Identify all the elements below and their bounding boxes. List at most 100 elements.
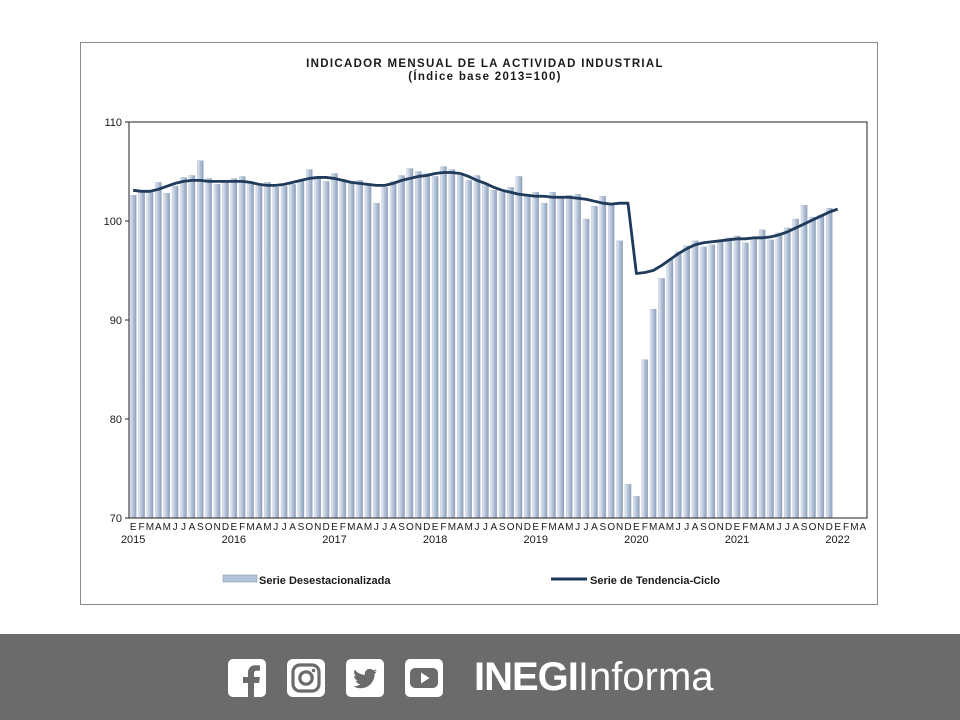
bar [540,203,548,519]
x-month-label: M [548,522,556,533]
x-month-label: E [834,522,841,533]
bars-layer [129,160,833,519]
bar [817,214,825,519]
bar [230,178,238,519]
bar [758,229,766,519]
bar [775,232,783,519]
bar [607,204,615,519]
x-month-label: F [541,522,547,533]
legend: Serie Desestacionalizada Serie de Tenden… [222,574,720,587]
bar [440,166,447,519]
bar [398,175,405,519]
x-month-label: J [475,522,480,533]
x-month-label: A [289,522,296,533]
x-year-label: 2018 [423,534,447,546]
x-year-label: 2019 [523,534,547,546]
bar [716,240,724,519]
chart-title: INDICADOR MENSUAL DE LA ACTIVIDAD INDUST… [306,58,664,70]
bar [549,192,556,519]
legend-label-bars: Serie Desestacionalizada [259,575,391,587]
bar [742,242,749,519]
bar [331,173,338,519]
x-month-label: J [776,522,781,533]
bar [691,240,699,519]
bar [197,160,204,519]
instagram-icon[interactable] [287,659,325,697]
bar [557,197,565,519]
x-month-label: F [742,522,748,533]
x-month-label: J [575,522,580,533]
bar [507,187,514,519]
x-month-label: S [197,522,204,533]
x-month-label: J [382,522,387,533]
bar [272,187,280,519]
bar [415,171,422,519]
x-month-label: S [700,522,707,533]
x-month-label: O [406,522,414,533]
x-month-label: A [457,522,464,533]
bar [700,246,707,519]
bar [406,168,414,519]
trend-line [133,171,839,275]
bar [373,203,380,519]
bar [222,181,229,519]
bar [423,173,430,519]
bar [247,183,254,519]
y-tick-label: 100 [104,216,122,228]
facebook-icon[interactable] [228,659,266,697]
x-month-label: A [390,522,397,533]
bar [146,192,154,519]
x-month-label: E [532,522,539,533]
bar [725,237,732,519]
x-month-label: E [633,522,640,533]
bar [155,182,162,519]
twitter-icon[interactable] [346,659,384,697]
chart: INDICADOR MENSUAL DE LA ACTIVIDAD INDUST… [104,58,868,587]
inegi-informa-logo[interactable]: INEGIInforma [474,654,714,700]
x-month-label: O [708,522,716,533]
x-month-label: M [649,522,657,533]
x-month-label: E [432,522,439,533]
bar [809,216,816,519]
bar [238,176,246,519]
bar [364,185,372,519]
x-month-label: A [189,522,196,533]
x-month-label: E [331,522,338,533]
bar [431,176,439,519]
x-month-label: J [273,522,278,533]
x-month-label: F [239,522,245,533]
x-month-label: F [139,522,145,533]
youtube-icon[interactable] [405,659,443,697]
footer-bar: INEGIInforma [0,634,960,720]
bar [566,195,573,519]
bar [465,180,472,519]
x-month-label: M [364,522,372,533]
bar [482,183,489,519]
y-tick-label: 90 [110,315,122,327]
x-year-label: 2017 [322,534,346,546]
x-month-label: M [448,522,456,533]
x-month-label: M [263,522,271,533]
bar [205,178,212,519]
x-month-label: O [305,522,313,533]
x-month-label: N [213,522,220,533]
bar [624,484,632,519]
x-month-label: M [766,522,774,533]
x-month-label: E [230,522,237,533]
bar [532,192,540,519]
x-month-label: M [246,522,254,533]
x-month-label: A [658,522,665,533]
bar [599,196,607,519]
x-year-label: 2022 [825,534,849,546]
bar [582,218,590,519]
x-month-label: M [750,522,758,533]
x-month-label: F [642,522,648,533]
x-month-label: S [398,522,405,533]
bar [591,205,598,519]
bar [792,218,799,519]
x-year-label: 2021 [725,534,749,546]
bar [381,187,389,519]
bar [616,240,623,519]
bar [448,169,456,519]
x-month-label: N [515,522,522,533]
